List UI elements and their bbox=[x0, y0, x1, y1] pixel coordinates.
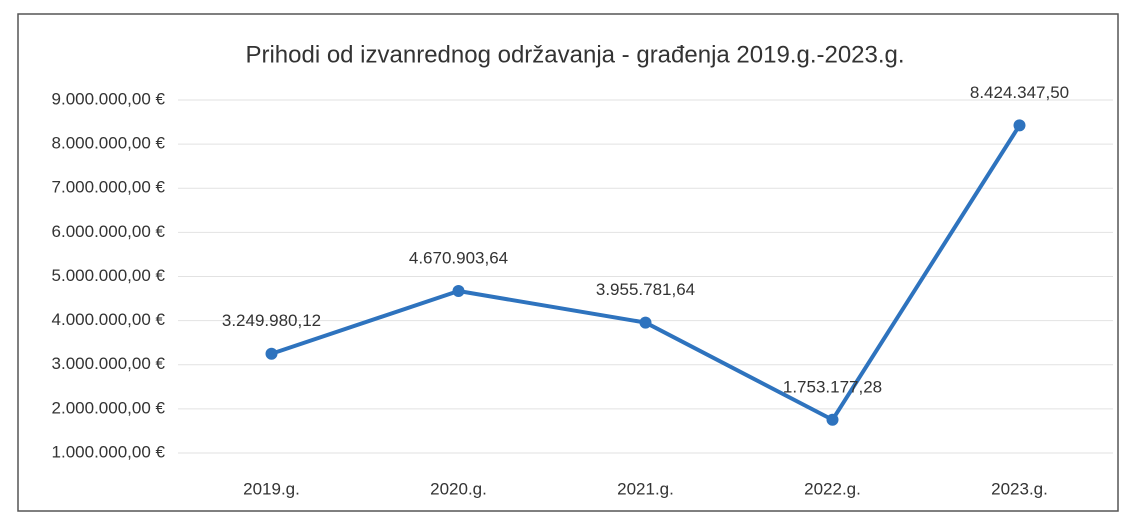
point bbox=[452, 285, 465, 298]
y-tick-label: 7.000.000,00 € bbox=[52, 178, 166, 197]
y-tick-label: 3.000.000,00 € bbox=[52, 354, 166, 373]
y-tick-label: 1.000.000,00 € bbox=[52, 442, 166, 461]
x-tick-label: 2019.g. bbox=[243, 479, 300, 498]
point bbox=[639, 316, 652, 329]
data-label: 4.670.903,64 bbox=[409, 249, 508, 268]
y-tick-label: 2.000.000,00 € bbox=[52, 398, 166, 417]
data-label: 3.955.781,64 bbox=[596, 280, 695, 299]
y-tick-label: 6.000.000,00 € bbox=[52, 222, 166, 241]
x-tick-label: 2021.g. bbox=[617, 479, 674, 498]
point bbox=[265, 347, 278, 360]
x-tick-label: 2020.g. bbox=[430, 479, 487, 498]
y-tick-label: 8.000.000,00 € bbox=[52, 134, 166, 153]
data-label: 8.424.347,50 bbox=[970, 83, 1069, 102]
x-tick-label: 2023.g. bbox=[991, 479, 1048, 498]
y-tick-label: 4.000.000,00 € bbox=[52, 310, 166, 329]
x-tick-label: 2022.g. bbox=[804, 479, 861, 498]
y-tick-label: 5.000.000,00 € bbox=[52, 266, 166, 285]
data-label: 1.753.177,28 bbox=[783, 377, 882, 396]
point bbox=[826, 413, 839, 426]
point bbox=[1013, 119, 1026, 132]
data-label: 3.249.980,12 bbox=[222, 311, 321, 330]
chart-border bbox=[17, 13, 1119, 512]
y-tick-label: 9.000.000,00 € bbox=[52, 89, 166, 108]
chart-title: Prihodi od izvanrednog održavanja - građ… bbox=[245, 41, 904, 68]
